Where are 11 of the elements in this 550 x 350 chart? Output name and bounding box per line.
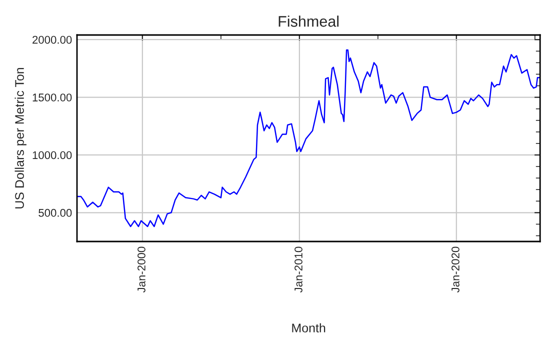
x-tick-label: Jan-2010 [294,246,302,293]
y-tick-label: 1500.00 [32,94,72,102]
y-tick-label: 1000.00 [32,151,72,160]
x-tick-label: Jan-2020 [452,246,460,293]
x-tick-label: Jan-2000 [138,246,146,293]
chart-title: Fishmeal [278,16,339,27]
line-series [77,49,540,228]
y-axis-title: US Dollars per Metric Ton [14,68,26,208]
x-axis-title: Month [292,323,326,332]
y-tick-label: 500.00 [38,208,72,217]
y-tick-label: 2000.00 [32,36,72,44]
